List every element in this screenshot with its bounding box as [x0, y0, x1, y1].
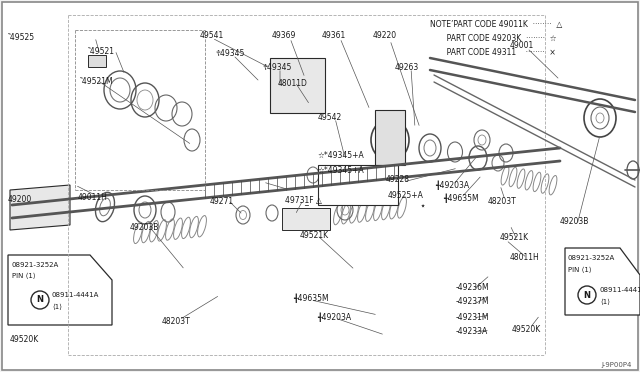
- Text: 48203T: 48203T: [162, 317, 191, 327]
- Ellipse shape: [578, 286, 596, 304]
- Text: 49361: 49361: [322, 31, 346, 39]
- Text: -49237M: -49237M: [456, 298, 490, 307]
- Ellipse shape: [31, 291, 49, 309]
- Text: N: N: [36, 295, 44, 305]
- Polygon shape: [282, 208, 330, 230]
- Text: ╉49203A: ╉49203A: [435, 180, 469, 190]
- FancyBboxPatch shape: [270, 58, 325, 113]
- Text: ‶49521: ‶49521: [88, 48, 115, 57]
- Text: 49525+A: 49525+A: [388, 190, 424, 199]
- Text: 49263: 49263: [395, 62, 419, 71]
- Text: 08921-3252A: 08921-3252A: [568, 255, 615, 261]
- Text: 49200: 49200: [8, 196, 32, 205]
- Text: ╉49203A: ╉49203A: [317, 312, 351, 322]
- Text: 49520K: 49520K: [10, 336, 39, 344]
- Text: 08911-4441A: 08911-4441A: [52, 292, 99, 298]
- Text: ╉49635M: ╉49635M: [293, 293, 328, 303]
- Text: 49369: 49369: [272, 31, 296, 39]
- FancyBboxPatch shape: [375, 110, 405, 165]
- Text: ☆*49345+A: ☆*49345+A: [318, 166, 365, 174]
- FancyBboxPatch shape: [88, 55, 106, 67]
- Text: 49541: 49541: [200, 31, 224, 39]
- Text: N: N: [584, 291, 591, 299]
- Text: 49228: 49228: [386, 176, 410, 185]
- Text: ⋆: ⋆: [420, 200, 426, 210]
- Text: ⟨1⟩: ⟨1⟩: [52, 304, 62, 310]
- Text: ⟨1⟩: ⟨1⟩: [600, 299, 610, 305]
- Polygon shape: [8, 255, 112, 325]
- Text: -49231M: -49231M: [456, 312, 490, 321]
- Text: 49203B: 49203B: [560, 218, 589, 227]
- Polygon shape: [565, 248, 640, 315]
- Text: ‾: ‾: [304, 205, 308, 215]
- Text: PART CODE 49311    ········  ×: PART CODE 49311 ········ ×: [430, 48, 556, 57]
- Text: 49542: 49542: [318, 112, 342, 122]
- Text: 08921-3252A: 08921-3252A: [12, 262, 60, 268]
- Text: -49236M: -49236M: [456, 283, 490, 292]
- Text: ‶49525: ‶49525: [8, 33, 35, 42]
- Text: 49001: 49001: [510, 41, 534, 49]
- Polygon shape: [10, 185, 70, 230]
- Text: ☆*49345+A: ☆*49345+A: [318, 151, 365, 160]
- Text: ☦49345: ☦49345: [262, 62, 291, 71]
- Text: 49520K: 49520K: [512, 326, 541, 334]
- Text: 49521K: 49521K: [500, 234, 529, 243]
- Text: PART CODE 49203K  ········  ☆: PART CODE 49203K ········ ☆: [430, 34, 557, 43]
- Text: ╉49635M: ╉49635M: [443, 193, 479, 203]
- FancyBboxPatch shape: [318, 165, 398, 205]
- Text: 49731F △: 49731F △: [285, 196, 322, 205]
- Text: 49271: 49271: [210, 198, 234, 206]
- Text: ‶49521M: ‶49521M: [80, 77, 114, 87]
- Text: -49233A: -49233A: [456, 327, 488, 337]
- Text: 49203B: 49203B: [130, 224, 159, 232]
- Text: 49521K: 49521K: [300, 231, 329, 240]
- Text: 48011D: 48011D: [278, 78, 308, 87]
- Text: ☦49345: ☦49345: [215, 48, 244, 58]
- Text: 49011H: 49011H: [78, 193, 108, 202]
- Text: PIN ⟨1⟩: PIN ⟨1⟩: [12, 273, 36, 279]
- Text: 08911-4441A: 08911-4441A: [600, 287, 640, 293]
- Text: PIN ⟨1⟩: PIN ⟨1⟩: [568, 267, 591, 273]
- Text: 48011H: 48011H: [510, 253, 540, 262]
- Text: J-9P00P4: J-9P00P4: [602, 362, 632, 368]
- Text: NOTE’PART CODE 49011K  ········  △: NOTE’PART CODE 49011K ········ △: [430, 20, 563, 29]
- Text: 49220: 49220: [373, 31, 397, 39]
- Text: 48203T: 48203T: [488, 198, 516, 206]
